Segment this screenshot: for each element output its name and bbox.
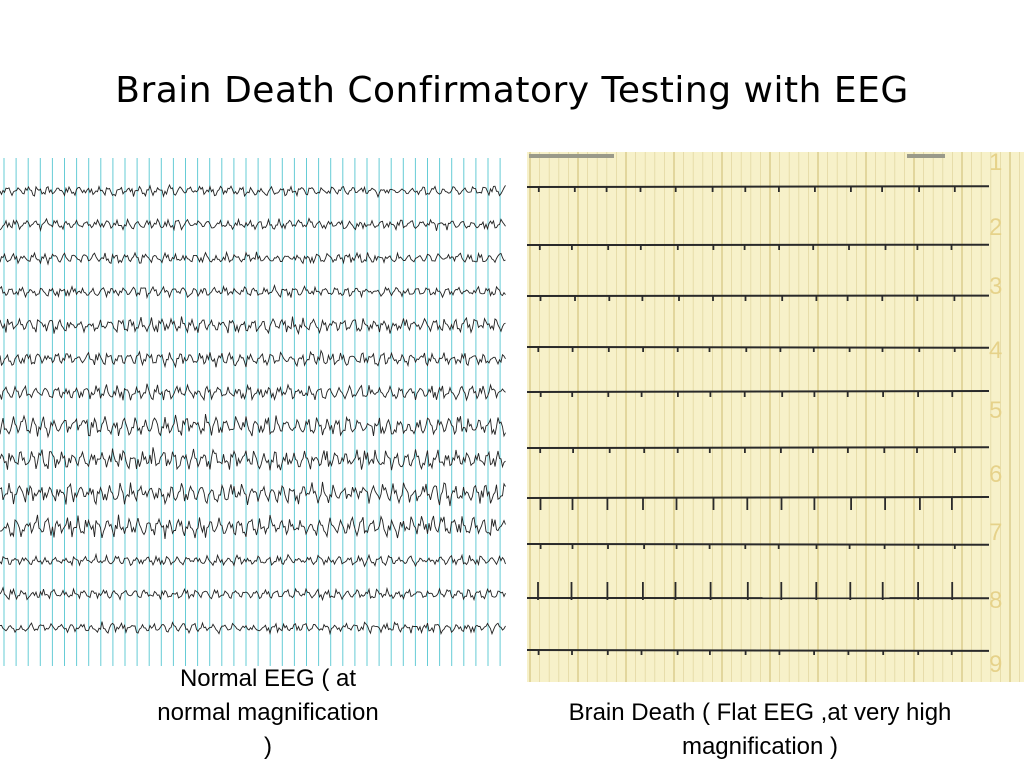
flat-eeg-image: 1 2 3 4 5 6 7 8 9 [527, 152, 1024, 682]
channel-number-label: 3 [989, 273, 1002, 300]
eeg-channel-trace [0, 414, 506, 439]
eeg-channel-trace [0, 552, 506, 568]
eeg-channel-trace [527, 543, 990, 546]
eeg-channel-trace [0, 481, 506, 507]
eeg-channel-trace [0, 217, 506, 232]
normal-eeg-image [0, 158, 506, 666]
eeg-channel-trace [0, 349, 506, 369]
eeg-channel-trace [527, 185, 990, 188]
channel-number-label: 2 [989, 214, 1002, 241]
eeg-channel-trace [0, 316, 506, 336]
eeg-channel-trace [0, 621, 506, 636]
eeg-channel-trace [0, 514, 506, 539]
header-marking [529, 154, 614, 158]
channel-number-label: 6 [989, 461, 1002, 488]
channel-number-label: 9 [989, 651, 1002, 678]
flat-eeg-caption: Brain Death ( Flat EEG ,at very high mag… [568, 699, 952, 760]
channel-number-label: 5 [989, 397, 1002, 424]
eeg-channel-trace [0, 447, 506, 471]
eeg-channel-trace [527, 496, 990, 499]
eeg-channel-trace [0, 250, 506, 266]
channel-number-label: 7 [989, 519, 1002, 546]
header-marking [907, 154, 945, 158]
eeg-channel-trace [527, 649, 990, 652]
channel-number-label: 8 [989, 587, 1002, 614]
eeg-channel-trace [0, 383, 506, 402]
flat-eeg-tracing: 1 2 3 4 5 6 7 8 9 [527, 152, 1024, 682]
chart-paper-background [527, 152, 1024, 682]
slide-title: Brain Death Confirmatory Testing with EE… [115, 70, 909, 111]
normal-eeg-tracing [0, 158, 506, 666]
eeg-channel-trace [527, 446, 990, 449]
eeg-channel-trace [527, 346, 990, 349]
normal-eeg-caption: Normal EEG ( at normal magnification ) [157, 665, 379, 760]
eeg-channel-trace [527, 390, 990, 393]
eeg-channel-trace [0, 183, 506, 199]
eeg-channel-trace [0, 284, 506, 300]
eeg-channel-trace [0, 586, 506, 602]
channel-number-label: 1 [989, 152, 1002, 176]
channel-number-label: 4 [989, 337, 1002, 364]
